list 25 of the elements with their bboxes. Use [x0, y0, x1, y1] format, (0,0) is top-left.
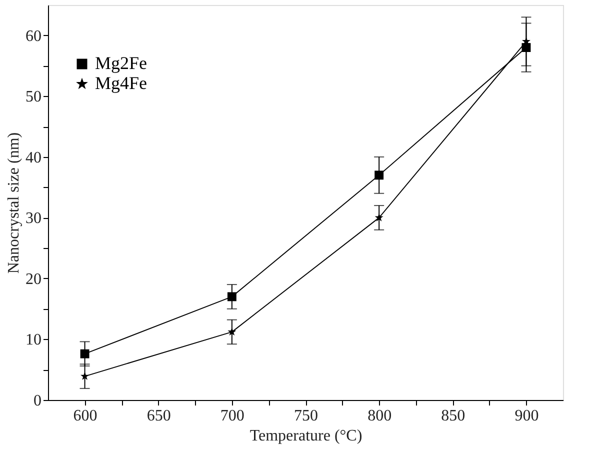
- point: [374, 213, 384, 222]
- x-axis-title: Temperature (°C): [250, 428, 362, 444]
- x-tick-label: 800: [368, 408, 392, 424]
- y-tick-label: 50: [26, 88, 42, 106]
- x-tick-label: 850: [441, 408, 466, 424]
- legend-label: Mg4Fe: [95, 73, 148, 93]
- legend-label: Mg2Fe: [95, 53, 148, 73]
- x-tick-label: 700: [220, 408, 244, 424]
- x-tick-label: 600: [73, 408, 98, 424]
- point: [227, 292, 236, 302]
- point: [80, 349, 90, 358]
- y-tick-label: 10: [26, 332, 42, 349]
- y-tick-label: 20: [26, 270, 42, 288]
- point: [80, 372, 90, 380]
- y-tick-label: 60: [26, 28, 42, 45]
- y-axis-title: Nanocrystal size (nm): [6, 132, 22, 274]
- x-tick-label: 900: [514, 408, 539, 424]
- point: [522, 43, 531, 52]
- x-tick-label: 650: [146, 408, 171, 424]
- y-tick-label: 30: [26, 210, 42, 228]
- point: [374, 170, 384, 180]
- y-tick-label: 40: [26, 149, 42, 166]
- x-tick-label: 750: [294, 408, 318, 424]
- y-tick-label: 0: [34, 392, 42, 410]
- point: [228, 327, 236, 336]
